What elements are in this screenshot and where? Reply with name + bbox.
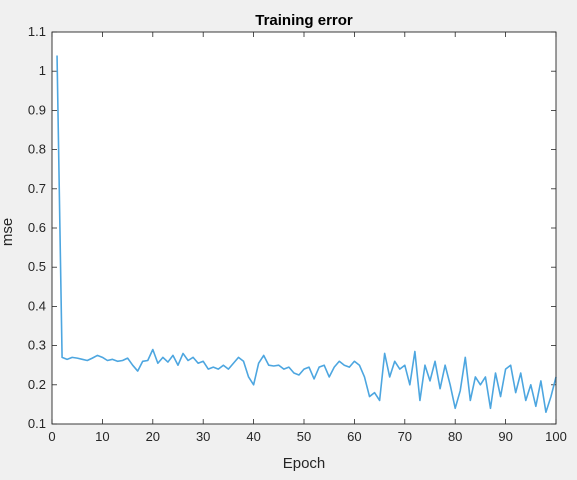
x-tick-label: 0 (48, 429, 55, 444)
plot-frame (51, 31, 557, 425)
y-tick-label: 0.8 (28, 142, 46, 157)
chart-title: Training error (255, 12, 353, 29)
x-tick-label: 40 (246, 429, 260, 444)
x-axis-label: Epoch (283, 455, 326, 472)
x-tick-label: 50 (297, 429, 311, 444)
series-line (56, 55, 557, 414)
y-tick-label: 0.7 (28, 181, 46, 196)
plot-background (52, 32, 556, 424)
y-tick-label: 0.5 (28, 259, 46, 274)
y-axis-label: mse (0, 218, 16, 246)
y-tick-label: 0.2 (28, 377, 46, 392)
x-tick-labels: 0 10 20 30 40 50 60 70 80 90 100 (48, 429, 566, 444)
x-tick-label: 20 (146, 429, 160, 444)
y-tick-labels: 0.1 0.2 0.3 0.4 0.5 0.6 0.7 0.8 0.9 1 1.1 (28, 24, 46, 431)
x-tick-label: 90 (498, 429, 512, 444)
y-tick-label: 0.6 (28, 220, 46, 235)
x-tick-label: 70 (398, 429, 412, 444)
y-tick-label: 0.9 (28, 102, 46, 117)
y-tick-label: 0.1 (28, 416, 46, 431)
y-tick-label: 0.3 (28, 338, 46, 353)
y-tick-label: 1 (39, 63, 46, 78)
x-tick-label: 30 (196, 429, 210, 444)
x-tick-label: 100 (545, 429, 567, 444)
y-tick-label: 1.1 (28, 24, 46, 39)
x-tick-label: 60 (347, 429, 361, 444)
x-tick-label: 10 (95, 429, 109, 444)
y-tick-label: 0.4 (28, 298, 46, 313)
x-tick-label: 80 (448, 429, 462, 444)
